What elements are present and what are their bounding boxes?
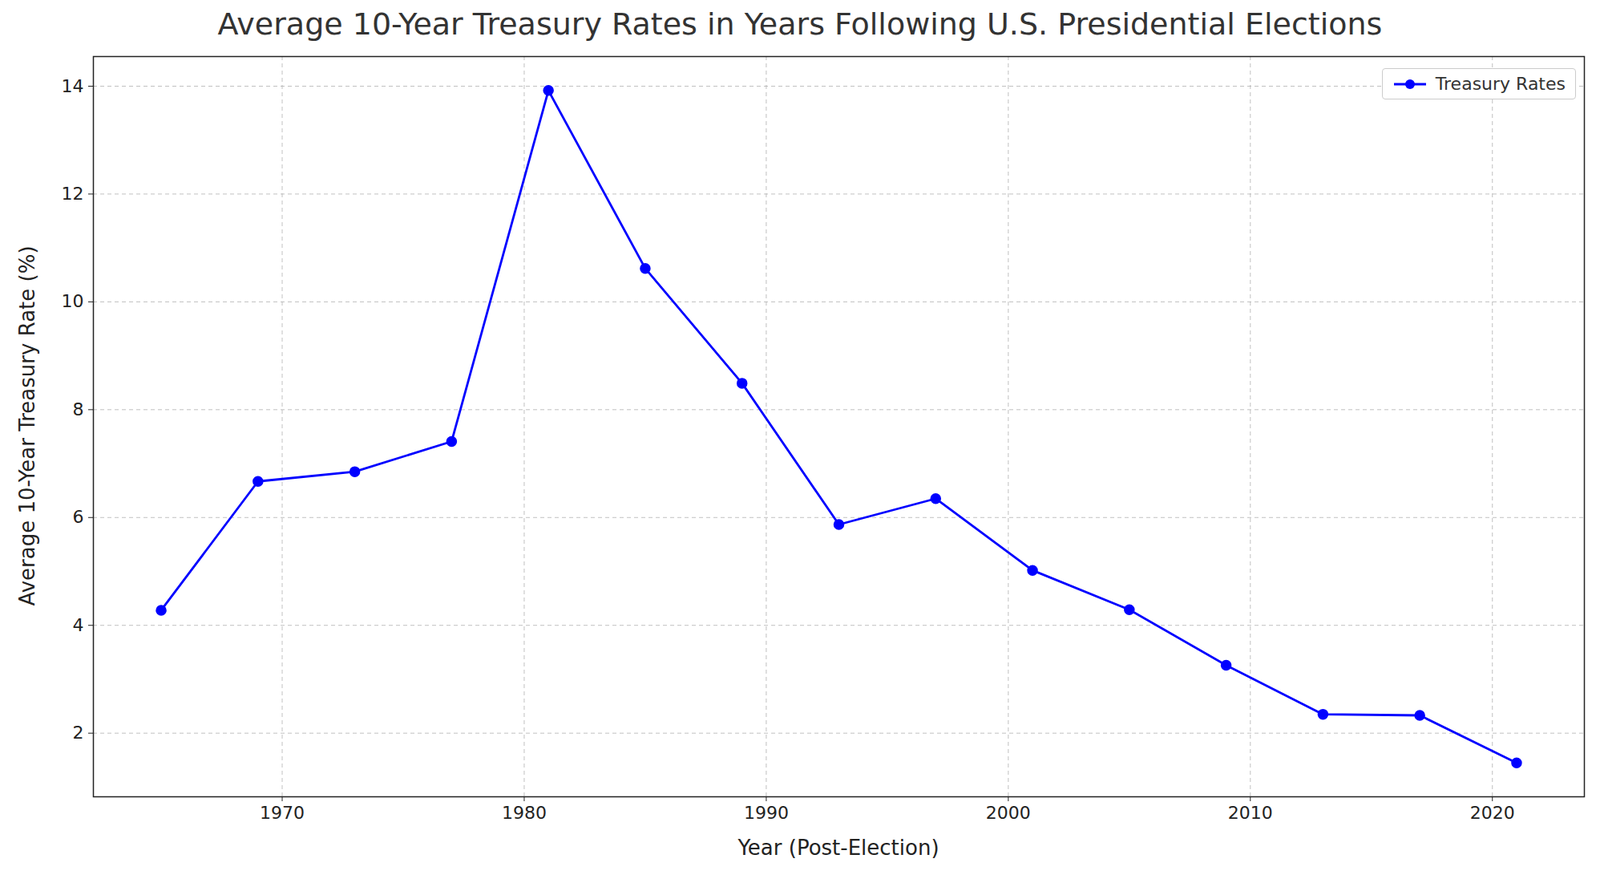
html-text:Year (Post-Election): Year (Post-Election) [737, 835, 940, 860]
svg-text:2010: 2010 [1228, 802, 1273, 823]
html-text:Treasury Rates: Treasury Rates [1435, 73, 1566, 94]
svg-text:8: 8 [72, 399, 85, 420]
svg-text:1970: 1970 [259, 802, 305, 823]
svg-text:1990: 1990 [743, 802, 789, 823]
svg-text:2: 2 [72, 722, 85, 743]
html-text:Average 10-Year Treasury Rates: Average 10-Year Treasury Rates in Years … [217, 6, 1383, 42]
svg-text:12: 12 [61, 183, 85, 204]
svg-text:4: 4 [72, 614, 85, 635]
svg-text:10: 10 [61, 290, 85, 312]
svg-text:6: 6 [72, 506, 85, 527]
svg-text:1980: 1980 [501, 802, 547, 823]
svg-text:2020: 2020 [1470, 802, 1516, 823]
svg-text:14: 14 [61, 76, 85, 97]
html-text:Average 10-Year Treasury Rate: Average 10-Year Treasury Rate (%) [15, 245, 40, 606]
svg-text:2000: 2000 [985, 802, 1031, 823]
